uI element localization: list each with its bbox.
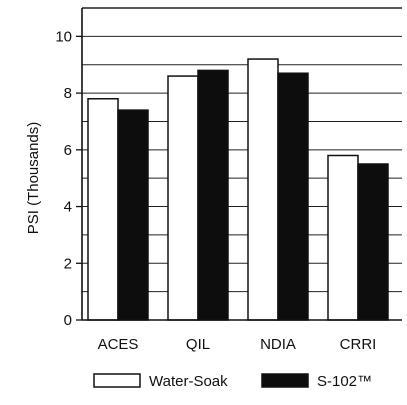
x-tick-label: CRRI <box>340 336 377 353</box>
bar-s102-qil <box>197 69 229 321</box>
tick-labels: 0 2 4 6 8 10 ACES QIL NDIA CRRI <box>55 28 376 353</box>
y-axis-title: PSI (Thousands) <box>25 122 42 235</box>
y-tick-label: 0 <box>64 312 72 329</box>
bar-water-soak-ndia <box>247 58 279 321</box>
bars <box>87 58 389 321</box>
bar-water-soak-qil <box>167 75 199 321</box>
axes <box>76 8 402 321</box>
bar-s102-aces <box>117 109 149 321</box>
bar-water-soak-aces <box>87 98 119 321</box>
bar-s102-crri <box>357 163 389 321</box>
x-tick-label: QIL <box>186 336 210 353</box>
legend-label-s102: S-102™ <box>317 373 372 390</box>
y-tick-label: 4 <box>64 199 72 216</box>
x-tick-label: ACES <box>98 336 139 353</box>
legend-swatch-s102 <box>261 373 309 388</box>
y-tick-label: 8 <box>64 85 72 102</box>
y-tick-label: 2 <box>64 255 72 272</box>
bar-s102-ndia <box>277 72 309 321</box>
legend: Water-Soak S-102™ <box>93 373 372 390</box>
y-tick-label: 10 <box>55 28 72 45</box>
y-tick-label: 6 <box>64 142 72 159</box>
bar-water-soak-crri <box>327 154 359 321</box>
legend-label-water-soak: Water-Soak <box>149 373 228 390</box>
x-tick-label: NDIA <box>260 336 296 353</box>
legend-swatch-water-soak <box>93 373 141 388</box>
